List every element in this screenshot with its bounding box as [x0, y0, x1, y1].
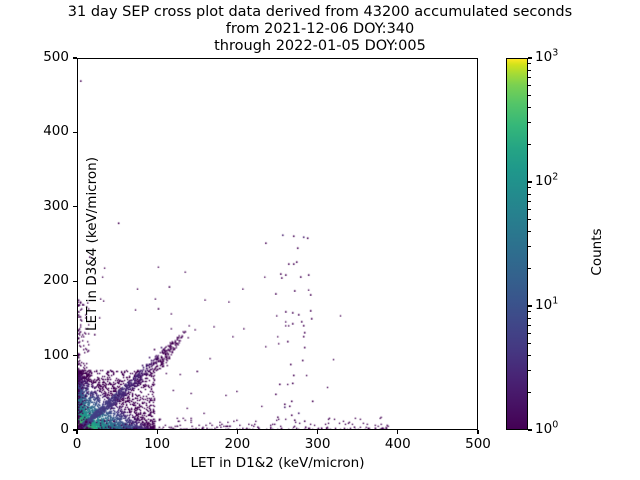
colorbar-minor-tick — [528, 218, 531, 220]
colorbar-minor-tick — [528, 370, 531, 372]
x-tick-300 — [317, 430, 319, 434]
colorbar-tick-1e1 — [528, 305, 533, 307]
colorbar-ticklabel-1e2: 102 — [535, 171, 559, 189]
colorbar-tick-1e3 — [528, 57, 533, 59]
colorbar-minor-tick — [528, 200, 531, 202]
chart-title: 31 day SEP cross plot data derived from … — [0, 4, 640, 55]
x-ticklabel-100: 100 — [144, 436, 171, 452]
colorbar-minor-tick — [528, 354, 531, 356]
plot-axes-frame — [77, 58, 478, 430]
y-tick-500 — [73, 57, 77, 59]
scatter-plot-canvas — [78, 59, 477, 429]
colorbar-label: Counts — [589, 228, 605, 276]
colorbar-minor-tick — [528, 268, 531, 270]
colorbar-minor-tick — [528, 106, 531, 108]
colorbar-ticklabel-1e0: 100 — [535, 419, 559, 437]
colorbar-ticklabel-1e1: 101 — [535, 295, 559, 313]
colorbar-minor-tick — [528, 333, 531, 334]
title-line-1: 31 day SEP cross plot data derived from … — [67, 4, 573, 20]
colorbar-minor-tick — [528, 193, 531, 195]
x-tick-500 — [477, 430, 479, 434]
colorbar-minor-tick — [528, 317, 531, 319]
x-axis-label: LET in D1&2 (keV/micron) — [190, 455, 365, 471]
y-ticklabel-100: 100 — [43, 346, 69, 363]
x-ticklabel-500: 500 — [465, 436, 491, 452]
y-tick-0 — [73, 429, 77, 431]
colorbar-minor-tick — [528, 324, 531, 326]
colorbar-minor-tick — [528, 230, 531, 232]
colorbar-minor-tick — [528, 144, 531, 146]
y-ticklabel-500: 500 — [43, 49, 69, 65]
colorbar-minor-tick — [528, 69, 531, 71]
colorbar-minor-tick — [528, 246, 531, 248]
x-ticklabel-200: 200 — [224, 436, 251, 452]
colorbar-minor-tick — [528, 392, 531, 394]
y-tick-400 — [73, 131, 77, 133]
y-tick-300 — [73, 206, 77, 208]
colorbar-tick-1e2 — [528, 181, 533, 183]
colorbar-minor-tick — [528, 311, 531, 313]
colorbar-minor-tick — [528, 187, 531, 189]
y-tick-100 — [73, 355, 77, 357]
x-tick-100 — [156, 430, 158, 434]
y-ticklabel-0: 0 — [60, 421, 69, 437]
y-ticklabel-300: 300 — [43, 197, 69, 214]
x-tick-200 — [236, 430, 238, 434]
colorbar-minor-tick — [528, 342, 531, 344]
colorbar-minor-tick — [528, 94, 531, 96]
x-ticklabel-0: 0 — [72, 436, 82, 452]
colorbar-minor-tick — [528, 85, 531, 86]
y-ticklabel-400: 400 — [43, 123, 69, 140]
x-ticklabel-400: 400 — [384, 436, 411, 452]
y-axis-label: LET in D3&4 (keV/micron) — [84, 157, 100, 331]
x-ticklabel-300: 300 — [304, 436, 331, 452]
colorbar-minor-tick — [528, 76, 531, 78]
y-tick-200 — [73, 280, 77, 282]
colorbar-minor-tick — [528, 63, 531, 65]
colorbar — [506, 58, 528, 430]
x-tick-0 — [76, 430, 78, 434]
colorbar-minor-tick — [528, 122, 531, 124]
colorbar-minor-tick — [528, 209, 531, 210]
colorbar-gradient — [506, 58, 528, 430]
colorbar-tick-1e0 — [528, 429, 533, 431]
title-line-3: through 2022-01-05 DOY:005 — [214, 38, 426, 54]
colorbar-ticklabel-1e3: 103 — [535, 47, 559, 65]
x-tick-400 — [397, 430, 399, 434]
y-ticklabel-200: 200 — [43, 272, 69, 289]
title-line-2: from 2021-12-06 DOY:340 — [225, 21, 415, 37]
